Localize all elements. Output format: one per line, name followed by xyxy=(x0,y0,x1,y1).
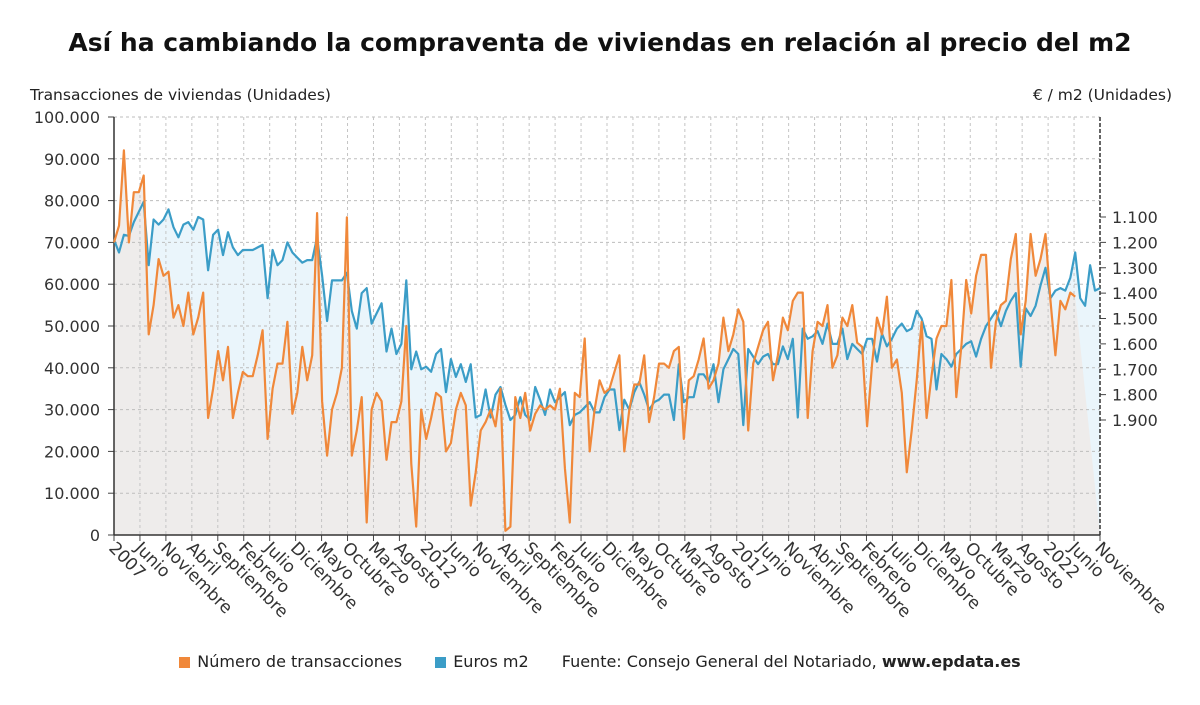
x-tick-label: Noviembre xyxy=(1090,538,1170,618)
right-tick-label: 1.300 xyxy=(1112,259,1158,278)
source-prefix: Fuente: Consejo General del Notariado, xyxy=(561,652,877,671)
right-axis-title: € / m2 (Unidades) xyxy=(1032,86,1172,104)
left-tick-label: 90.000 xyxy=(44,150,100,169)
chart-title: Así ha cambiando la compraventa de vivie… xyxy=(68,28,1132,57)
left-tick-label: 20.000 xyxy=(44,442,100,461)
right-tick-label: 1.400 xyxy=(1112,284,1158,303)
source-note: Fuente: Consejo General del Notariado, w… xyxy=(562,652,1021,671)
transactions-area xyxy=(114,150,1100,535)
legend-swatch-euros xyxy=(435,657,447,668)
legend: Número de transacciones Euros m2 Fuente:… xyxy=(0,652,1200,671)
chart-plot: 0 10.000 20.000 30.000 40.000 50.000 60.000 70.… xyxy=(34,108,1170,622)
legend-label-transactions: Número de transacciones xyxy=(197,652,403,671)
left-axis-title: Transacciones de viviendas (Unidades) xyxy=(30,86,331,104)
euros-line xyxy=(112,200,1101,432)
legend-item-transactions[interactable]: Número de transacciones xyxy=(179,652,402,671)
left-tick-label: 10.000 xyxy=(44,484,100,503)
transactions-line xyxy=(112,149,1076,532)
right-tick-label: 1.500 xyxy=(1112,310,1158,329)
right-tick-label: 1.100 xyxy=(1112,208,1158,227)
left-tick-label: 30.000 xyxy=(44,401,100,420)
legend-label-euros: Euros m2 xyxy=(453,652,529,671)
source-site[interactable]: www.epdata.es xyxy=(881,652,1021,671)
left-tick-label: 70.000 xyxy=(44,233,100,252)
right-tick-label: 1.600 xyxy=(1112,335,1158,354)
left-tick-label: 80.000 xyxy=(44,192,100,211)
left-tick-label: 60.000 xyxy=(44,275,100,294)
right-tick-label: 1.200 xyxy=(1112,233,1158,252)
legend-item-euros[interactable]: Euros m2 xyxy=(435,652,529,671)
left-tick-label: 50.000 xyxy=(44,317,100,336)
left-tick-label: 100.000 xyxy=(34,108,100,127)
right-tick-label: 1.700 xyxy=(1112,360,1158,379)
left-tick-label: 0 xyxy=(90,526,100,545)
right-tick-label: 1.800 xyxy=(1112,386,1158,405)
left-tick-label: 40.000 xyxy=(44,359,100,378)
right-tick-label: 1.900 xyxy=(1112,411,1158,430)
legend-swatch-transactions xyxy=(179,657,191,668)
